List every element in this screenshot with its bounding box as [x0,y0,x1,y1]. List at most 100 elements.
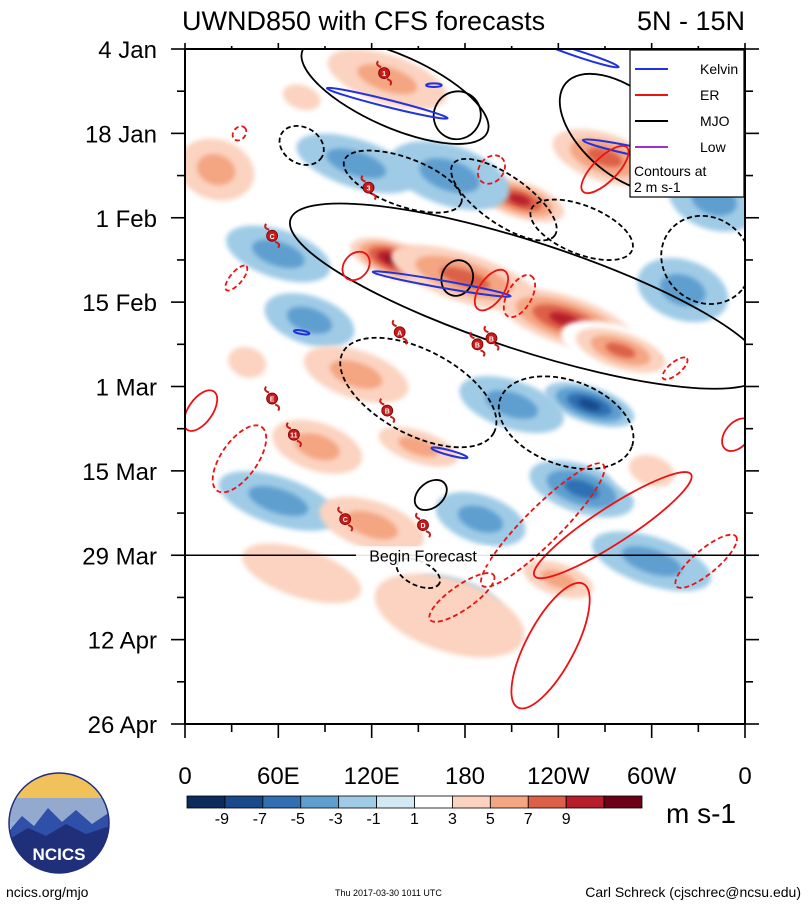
anomaly-level [508,194,531,206]
x-tick-label: 60E [257,763,300,790]
y-tick-label: 12 Apr [88,628,157,655]
colorbar-bin [224,795,264,809]
storm-marker-7: 11 [285,422,302,448]
er-contour-25 [473,268,509,312]
footer-timestamp: Thu 2017-03-30 1011 UTC [335,888,442,898]
x-tick-label: 60W [627,763,677,790]
storm-label: E [270,397,275,404]
kelvin-contour-19 [293,329,311,336]
x-tick-label: 0 [738,763,751,790]
storm-label: B [385,409,390,416]
storm-label: C [270,234,275,241]
colorbar-tick-label: 3 [448,811,457,828]
anomaly-level [248,486,309,516]
anomaly-level [345,510,398,540]
storm-markers: 1 3 C A B B E 11 B C D [264,60,500,538]
colorbar-bin [338,795,377,809]
y-tick-label: 1 Mar [96,375,157,402]
anomaly-level [458,505,504,533]
storm-marker-3: A [391,319,408,345]
er-contour-27 [341,250,371,282]
er-contour-23 [185,389,219,432]
anomaly-level [374,573,525,658]
footer-url[interactable]: ncics.org/mjo [6,884,89,900]
y-axis: 4 Jan 18 Jan 1 Feb 15 Feb 1 Mar 15 Mar 29 Mar 1… [82,37,759,739]
colorbar-tick-label: 7 [524,811,533,828]
legend-note-line2: 2 m s-1 [634,179,681,195]
mjo-contour-3 [432,90,482,141]
anomaly-patch-31 [374,573,525,658]
colorbar-tick-label: -3 [329,811,343,828]
chart-region: 5N - 15N [637,6,745,36]
kelvin-contour-15 [325,86,449,120]
storm-label: C [343,517,348,524]
mjo-contour-9 [529,198,634,261]
anomaly-level [440,266,490,290]
storm-label: 1 [382,71,386,78]
er-contour-28 [211,424,268,494]
legend-label-low: Low [700,139,727,155]
y-tick-label: 29 Mar [82,543,157,570]
anomaly-level [485,390,538,419]
anomaly-patch-22 [529,460,634,518]
storm-label: D [420,523,425,530]
y-tick-label: 18 Jan [85,121,157,148]
colorbar-tick-label: -9 [215,811,229,828]
storm-marker-0: 1 [376,60,393,86]
er-contour-30 [428,572,496,623]
kelvin-contour-17 [543,49,620,69]
legend-box [629,49,745,198]
colorbar-tick-label: -7 [253,811,267,828]
y-tick-label: 26 Apr [88,712,157,739]
anomaly-field [185,49,745,658]
anomaly-patch-3 [296,133,416,194]
er-contour-21 [510,581,591,710]
anomaly-level [252,239,305,269]
mjo-contour-1 [300,49,490,145]
kelvin-contour-14 [371,270,512,298]
anomaly-patch-2 [185,138,255,201]
colorbar-tick-label: 9 [562,811,571,828]
anomaly-level [294,433,340,461]
wave-contours [185,49,745,710]
anomaly-patch-15 [264,293,355,348]
er-contour-33 [476,154,506,185]
storm-marker-8: B [379,398,396,424]
anomaly-level [329,360,383,389]
colorbar-bin [527,795,567,809]
anomaly-patch-26 [606,438,698,503]
anomaly-patch-18 [459,376,564,434]
x-tick-label: 0 [178,763,191,790]
mjo-contour-5 [413,479,448,511]
storm-label: A [397,330,402,337]
er-contour-26 [580,145,630,195]
anomaly-patch-17 [303,346,409,403]
y-tick-label: 15 Feb [82,290,157,317]
colorbar-bin [376,795,415,809]
colorbar-bin [452,795,491,809]
anomaly-level [228,346,267,378]
x-tick-label: 120W [527,763,590,790]
colorbar-bin [300,795,340,809]
storm-label: 3 [367,186,371,193]
anomaly-level [419,158,480,193]
colorbar-bin [414,795,453,809]
legend: Kelvin ER MJO Low Contours at 2 m s-1 [629,49,745,198]
anomaly-level [621,546,682,577]
mjo-contour-8 [450,157,558,242]
er-contour-36 [231,125,248,142]
storm-marker-4: B [469,331,486,357]
anomaly-patch-5 [389,141,510,211]
storm-marker-10: D [415,512,431,538]
anomaly-level [578,398,601,411]
er-contour-32 [502,274,536,319]
forecast-label-background [356,546,490,565]
storm-marker-2: C [264,223,281,249]
colorbar-tick-label: 1 [410,811,419,828]
anomaly-level [197,153,236,186]
x-tick-label: 120E [344,763,400,790]
anomaly-patch-29 [242,543,362,604]
mjo-contour-11 [339,336,498,449]
storm-label: B [475,342,480,349]
anomaly-patch-28 [506,550,611,608]
